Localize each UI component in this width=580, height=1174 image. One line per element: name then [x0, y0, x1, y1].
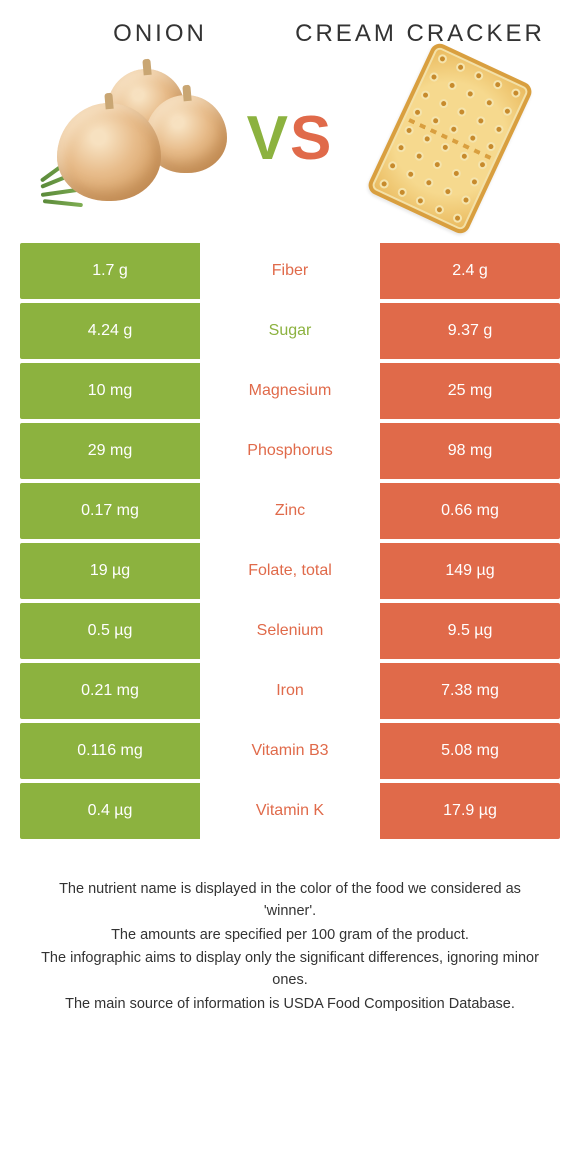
- cell-left-value: 0.21 mg: [20, 663, 200, 719]
- cell-right-value: 7.38 mg: [380, 663, 560, 719]
- table-row: 19 µgFolate, total149 µg: [20, 543, 560, 599]
- cell-left-value: 0.116 mg: [20, 723, 200, 779]
- header: Onion Cream cracker: [0, 0, 580, 53]
- table-row: 0.116 mgVitamin B35.08 mg: [20, 723, 560, 779]
- table-row: 0.4 µgVitamin K17.9 µg: [20, 783, 560, 839]
- title-right: Cream cracker: [290, 20, 550, 48]
- cell-right-value: 0.66 mg: [380, 483, 560, 539]
- cell-nutrient-label: Selenium: [200, 603, 380, 659]
- cell-nutrient-label: Fiber: [200, 243, 380, 299]
- cell-nutrient-label: Iron: [200, 663, 380, 719]
- cell-right-value: 9.37 g: [380, 303, 560, 359]
- cell-left-value: 1.7 g: [20, 243, 200, 299]
- table-row: 29 mgPhosphorus98 mg: [20, 423, 560, 479]
- cell-left-value: 29 mg: [20, 423, 200, 479]
- table-row: 0.17 mgZinc0.66 mg: [20, 483, 560, 539]
- cracker-icon: [365, 40, 534, 236]
- table-row: 4.24 gSugar9.37 g: [20, 303, 560, 359]
- table-row: 0.21 mgIron7.38 mg: [20, 663, 560, 719]
- footnote-line: The nutrient name is displayed in the co…: [40, 879, 540, 923]
- cell-nutrient-label: Zinc: [200, 483, 380, 539]
- table-row: 1.7 gFiber2.4 g: [20, 243, 560, 299]
- cell-right-value: 149 µg: [380, 543, 560, 599]
- cell-nutrient-label: Folate, total: [200, 543, 380, 599]
- cell-left-value: 0.5 µg: [20, 603, 200, 659]
- footnote-line: The infographic aims to display only the…: [40, 948, 540, 992]
- footnote-line: The amounts are specified per 100 gram o…: [40, 925, 540, 947]
- footnote-line: The main source of information is USDA F…: [40, 994, 540, 1016]
- cell-nutrient-label: Phosphorus: [200, 423, 380, 479]
- hero-left: [30, 53, 230, 223]
- cell-left-value: 0.17 mg: [20, 483, 200, 539]
- cell-left-value: 10 mg: [20, 363, 200, 419]
- cell-right-value: 25 mg: [380, 363, 560, 419]
- onion-icon: [35, 63, 225, 213]
- hero-row: VS: [0, 53, 580, 243]
- cell-left-value: 0.4 µg: [20, 783, 200, 839]
- title-left: Onion: [30, 20, 290, 48]
- cell-right-value: 2.4 g: [380, 243, 560, 299]
- vs-s: S: [290, 104, 333, 173]
- cell-right-value: 9.5 µg: [380, 603, 560, 659]
- cell-nutrient-label: Magnesium: [200, 363, 380, 419]
- cell-right-value: 5.08 mg: [380, 723, 560, 779]
- vs-label: VS: [230, 103, 350, 174]
- cell-nutrient-label: Vitamin K: [200, 783, 380, 839]
- footnotes: The nutrient name is displayed in the co…: [0, 843, 580, 1016]
- table-row: 10 mgMagnesium25 mg: [20, 363, 560, 419]
- comparison-table: 1.7 gFiber2.4 g4.24 gSugar9.37 g10 mgMag…: [0, 243, 580, 839]
- cell-nutrient-label: Sugar: [200, 303, 380, 359]
- cell-right-value: 17.9 µg: [380, 783, 560, 839]
- cell-left-value: 19 µg: [20, 543, 200, 599]
- cell-nutrient-label: Vitamin B3: [200, 723, 380, 779]
- cell-left-value: 4.24 g: [20, 303, 200, 359]
- hero-right: [350, 53, 550, 223]
- vs-v: V: [247, 104, 290, 173]
- cell-right-value: 98 mg: [380, 423, 560, 479]
- table-row: 0.5 µgSelenium9.5 µg: [20, 603, 560, 659]
